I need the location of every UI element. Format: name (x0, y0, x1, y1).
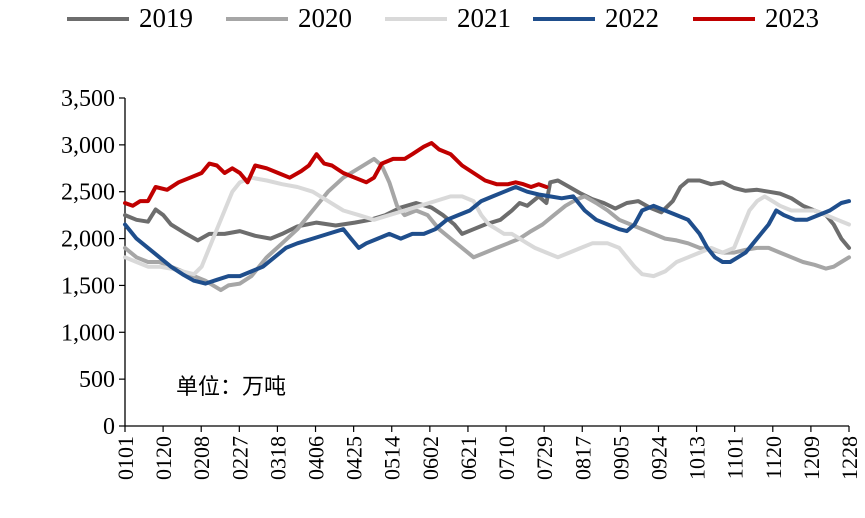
series-line-2019 (123, 178, 851, 250)
y-tick-label: 1,000 (61, 320, 115, 346)
x-tick-label: 0621 (456, 436, 481, 480)
y-tick-label: 1,500 (61, 273, 115, 299)
legend-swatch-2022 (533, 17, 595, 21)
legend-swatch-2020 (226, 17, 288, 21)
x-tick-label: 1120 (761, 436, 786, 479)
x-tick-label: 1101 (723, 436, 748, 479)
legend-swatch-2021 (385, 17, 447, 21)
series-line-2023 (123, 141, 549, 208)
y-tick-label: 2,500 (61, 180, 115, 206)
x-tick-label: 0514 (380, 436, 405, 480)
x-tick-label: 0905 (608, 436, 633, 480)
x-tick-label: 0227 (227, 436, 252, 480)
x-tick-label: 0406 (304, 436, 329, 480)
series-layer (123, 141, 851, 293)
x-tick-label: 0425 (342, 436, 367, 480)
x-tick-label: 1209 (799, 436, 824, 480)
series-line-2022 (123, 185, 851, 286)
legend-label-2021: 2021 (457, 3, 511, 33)
y-tick-label: 0 (103, 414, 115, 440)
x-tick-label: 0924 (646, 436, 671, 480)
x-tick-label: 0817 (570, 436, 595, 480)
series-line-2020 (123, 156, 851, 293)
y-tick-label: 500 (79, 367, 115, 393)
y-tick-label: 3,500 (61, 86, 115, 112)
x-tick-label: 0101 (113, 436, 138, 480)
x-axis: 0101 0120 0208 0227 0318 0406 0425 0514 0602 0621… (113, 425, 862, 480)
x-tick-label: 0602 (418, 436, 443, 480)
x-tick-label: 0710 (494, 436, 519, 480)
x-tick-label: 0120 (151, 436, 176, 480)
legend-label-2019: 2019 (139, 3, 193, 33)
legend-swatch-2019 (67, 17, 129, 21)
x-tick-label: 0318 (265, 436, 290, 480)
x-tick-label: 0729 (532, 436, 557, 480)
legend-label-2020: 2020 (298, 3, 352, 33)
legend: 2019 2020 2021 2022 2023 (0, 0, 865, 40)
legend-label-2023: 2023 (765, 3, 819, 33)
x-tick-label: 0208 (189, 436, 214, 480)
legend-label-2022: 2022 (605, 3, 659, 33)
y-tick-label: 3,000 (61, 133, 115, 159)
x-tick-label: 1013 (685, 436, 710, 480)
y-tick-label: 2,000 (61, 227, 115, 253)
series-line-2021 (123, 175, 851, 279)
y-axis: 0 500 1,000 1,500 2,000 2,500 3,000 3,500 (61, 86, 126, 440)
unit-label: 单位：万吨 (176, 375, 287, 400)
legend-swatch-2023 (693, 17, 755, 21)
x-tick-label: 1228 (837, 436, 862, 480)
